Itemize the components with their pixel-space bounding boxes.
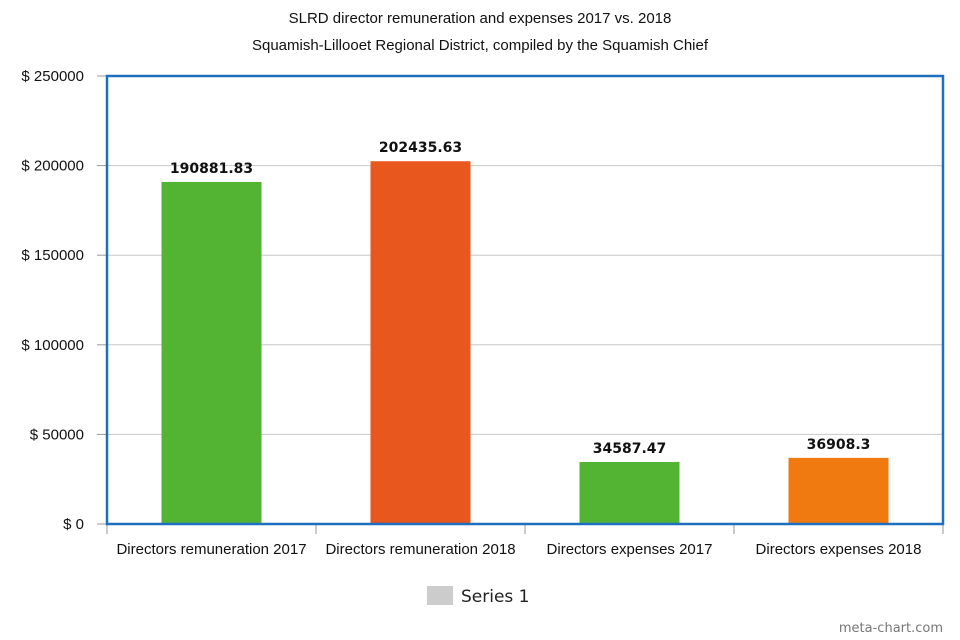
data-label: 202435.63 bbox=[379, 140, 462, 156]
data-label: 36908.3 bbox=[807, 437, 871, 453]
chart-title: SLRD director remuneration and expenses … bbox=[289, 10, 672, 27]
bars bbox=[161, 161, 889, 524]
y-tick-label: $ 100000 bbox=[21, 337, 84, 354]
y-axis-ticks: $ 0 $ 50000 $ 100000 $ 150000 $ 200000 $ 2500… bbox=[21, 68, 107, 533]
data-label: 34587.47 bbox=[593, 441, 667, 457]
data-label: 190881.83 bbox=[170, 161, 253, 177]
bar[interactable] bbox=[161, 181, 262, 524]
chart-subtitle: Squamish-Lillooet Regional District, com… bbox=[252, 37, 709, 54]
legend[interactable]: Series 1 bbox=[427, 586, 530, 607]
bar[interactable] bbox=[788, 457, 889, 524]
legend-label: Series 1 bbox=[461, 587, 530, 607]
x-axis-ticks: Directors remuneration 2017 Directors rem… bbox=[106, 524, 944, 558]
plot-frame bbox=[105, 74, 945, 526]
x-tick-label: Directors expenses 2018 bbox=[756, 541, 922, 558]
y-tick-label: $ 200000 bbox=[21, 158, 84, 175]
legend-swatch bbox=[427, 586, 453, 605]
y-tick-label: $ 250000 bbox=[21, 68, 84, 85]
y-tick-label: $ 150000 bbox=[21, 247, 84, 264]
x-tick-label: Directors remuneration 2018 bbox=[325, 541, 515, 558]
credit-text[interactable]: meta-chart.com bbox=[839, 621, 943, 636]
bar[interactable] bbox=[579, 462, 680, 524]
x-tick-label: Directors remuneration 2017 bbox=[116, 541, 306, 558]
bar[interactable] bbox=[370, 161, 471, 524]
y-tick-label: $ 0 bbox=[63, 516, 84, 533]
data-labels: 190881.83 202435.63 34587.47 36908.3 bbox=[170, 140, 871, 457]
x-tick-label: Directors expenses 2017 bbox=[547, 541, 713, 558]
y-tick-label: $ 50000 bbox=[30, 426, 84, 443]
